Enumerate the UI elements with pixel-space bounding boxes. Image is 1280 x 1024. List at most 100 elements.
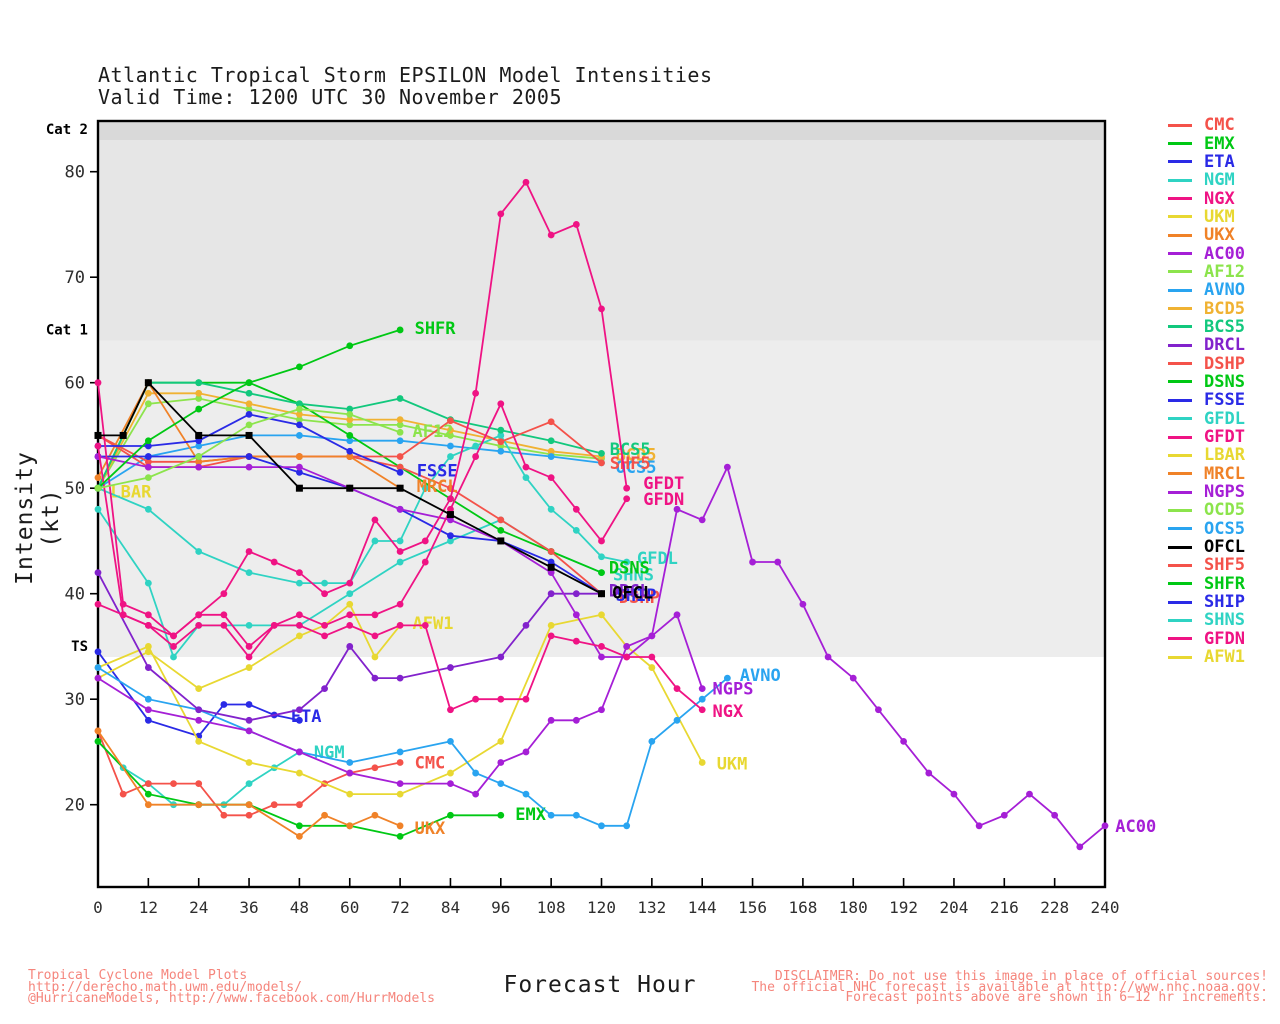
series-point-NGX	[195, 621, 203, 629]
series-point-OFCL	[119, 431, 127, 439]
series-point-GFDT	[497, 210, 505, 218]
legend-item-FSSE: FSSE	[1168, 391, 1245, 409]
series-point-OFCL	[295, 484, 303, 492]
legend-item-DSNS: DSNS	[1168, 373, 1245, 391]
series-point-GFDT	[572, 221, 580, 228]
category-label-cat-1: Cat 1	[46, 323, 88, 339]
series-point-AF12	[296, 405, 303, 413]
series-label-SHF5: SHF5	[610, 454, 651, 474]
series-point-BCS5	[598, 449, 605, 457]
series-point-DSNS	[598, 569, 605, 576]
series-point-AF12	[94, 484, 102, 492]
series-point-AC00	[1000, 811, 1008, 819]
series-point-NGX	[497, 695, 505, 703]
series-point-OFCL	[245, 431, 253, 439]
series-point-GFDN	[447, 505, 454, 513]
legend-dash-icon	[1168, 252, 1192, 256]
series-point-NGX	[170, 643, 177, 650]
series-point-OFCL	[598, 590, 605, 598]
series-point-AC00	[472, 790, 480, 798]
legend-label: SHIP	[1204, 592, 1245, 613]
x-axis-title: Forecast Hour	[503, 972, 697, 998]
series-point-DRCL	[447, 664, 454, 671]
x-tick-label: 48	[290, 898, 309, 917]
series-label-SHNS: SHNS	[613, 566, 654, 586]
series-point-UKX	[94, 727, 102, 735]
x-tick-label: 204	[939, 898, 968, 917]
legend-dash-icon	[1168, 215, 1192, 219]
series-point-NGX	[598, 643, 605, 650]
series-point-SHIP	[245, 453, 253, 460]
series-point-AFW1	[371, 653, 379, 661]
series-point-GFDN	[472, 453, 480, 460]
series-point-SHNS	[447, 537, 454, 545]
series-point-GFDN	[321, 621, 328, 629]
series-point-AFW1	[296, 632, 303, 640]
series-point-NGPS	[598, 653, 605, 661]
series-point-GFDN	[623, 495, 631, 503]
legend-item-NGPS: NGPS	[1168, 483, 1245, 501]
series-point-AVNO	[623, 822, 631, 830]
series-point-BCD5	[195, 389, 203, 397]
series-point-DSHP	[497, 516, 505, 524]
series-point-GFDN	[598, 537, 605, 545]
series-point-SHFR	[346, 342, 354, 350]
series-point-GFDL	[195, 548, 203, 555]
series-label-SHFR: SHFR	[415, 319, 457, 339]
series-point-OCS5	[547, 453, 555, 460]
series-point-ETA	[220, 701, 228, 708]
series-point-GFDT	[396, 548, 404, 555]
series-point-GFDN	[144, 611, 152, 619]
category-label-cat-2: Cat 2	[46, 122, 88, 138]
series-point-BCD5	[396, 416, 404, 424]
legend-label: GFDT	[1204, 427, 1245, 448]
series-point-DRCL	[321, 685, 328, 693]
legend-item-GFDT: GFDT	[1168, 428, 1245, 446]
series-point-AFW1	[144, 648, 152, 656]
x-tick-label: 168	[788, 898, 817, 917]
series-point-DRCL	[522, 621, 530, 629]
series-point-EMX	[296, 822, 303, 830]
series-point-CMC	[396, 759, 404, 766]
series-point-AC00	[975, 822, 983, 830]
y-tick-label: 40	[65, 585, 85, 605]
legend-label: DRCL	[1204, 335, 1245, 356]
series-point-AF12	[346, 410, 354, 418]
series-point-AC00	[296, 748, 303, 756]
series-point-GFDL	[321, 579, 328, 587]
series-point-DSHP	[396, 463, 404, 471]
legend-item-GFDN: GFDN	[1168, 630, 1245, 648]
series-point-UKM	[396, 790, 404, 798]
series-point-BCS5	[346, 405, 354, 413]
legend-label: ETA	[1204, 151, 1235, 172]
series-point-GFDT	[170, 632, 177, 640]
series-point-NGX	[296, 621, 303, 629]
series-label-DRCL: DRCL	[609, 582, 650, 602]
series-point-UKX	[144, 801, 152, 809]
series-point-CMC	[371, 764, 379, 772]
legend-item-OFCL: OFCL	[1168, 538, 1245, 556]
legend-item-EMX: EMX	[1168, 134, 1245, 153]
series-UKX: UKX	[94, 727, 446, 840]
legend-dash-icon	[1168, 563, 1192, 567]
legend-label: NGM	[1204, 170, 1235, 191]
series-point-GFDT	[623, 484, 631, 492]
legend-item-SHNS: SHNS	[1168, 611, 1245, 629]
legend-dash-icon	[1168, 160, 1192, 164]
series-point-OCS5	[296, 432, 303, 439]
series-point-GFDN	[396, 600, 404, 608]
series-point-SHIP	[547, 558, 555, 566]
series-AF12: AF12	[94, 405, 453, 492]
legend-dash-icon	[1168, 508, 1192, 512]
series-point-AC00	[497, 759, 505, 766]
series-point-AC00	[875, 706, 882, 714]
series-label-FSSE: FSSE	[417, 461, 458, 481]
series-label-GFDN: GFDN	[643, 490, 684, 510]
series-point-AVNO	[673, 716, 681, 724]
legend-dash-icon	[1168, 178, 1192, 182]
series-point-AC00	[824, 653, 832, 661]
series-GFDL: GFDL	[94, 432, 678, 587]
series-point-AVNO	[346, 759, 354, 766]
legend-label: AVNO	[1204, 280, 1245, 301]
x-tick-label: 12	[139, 898, 158, 917]
